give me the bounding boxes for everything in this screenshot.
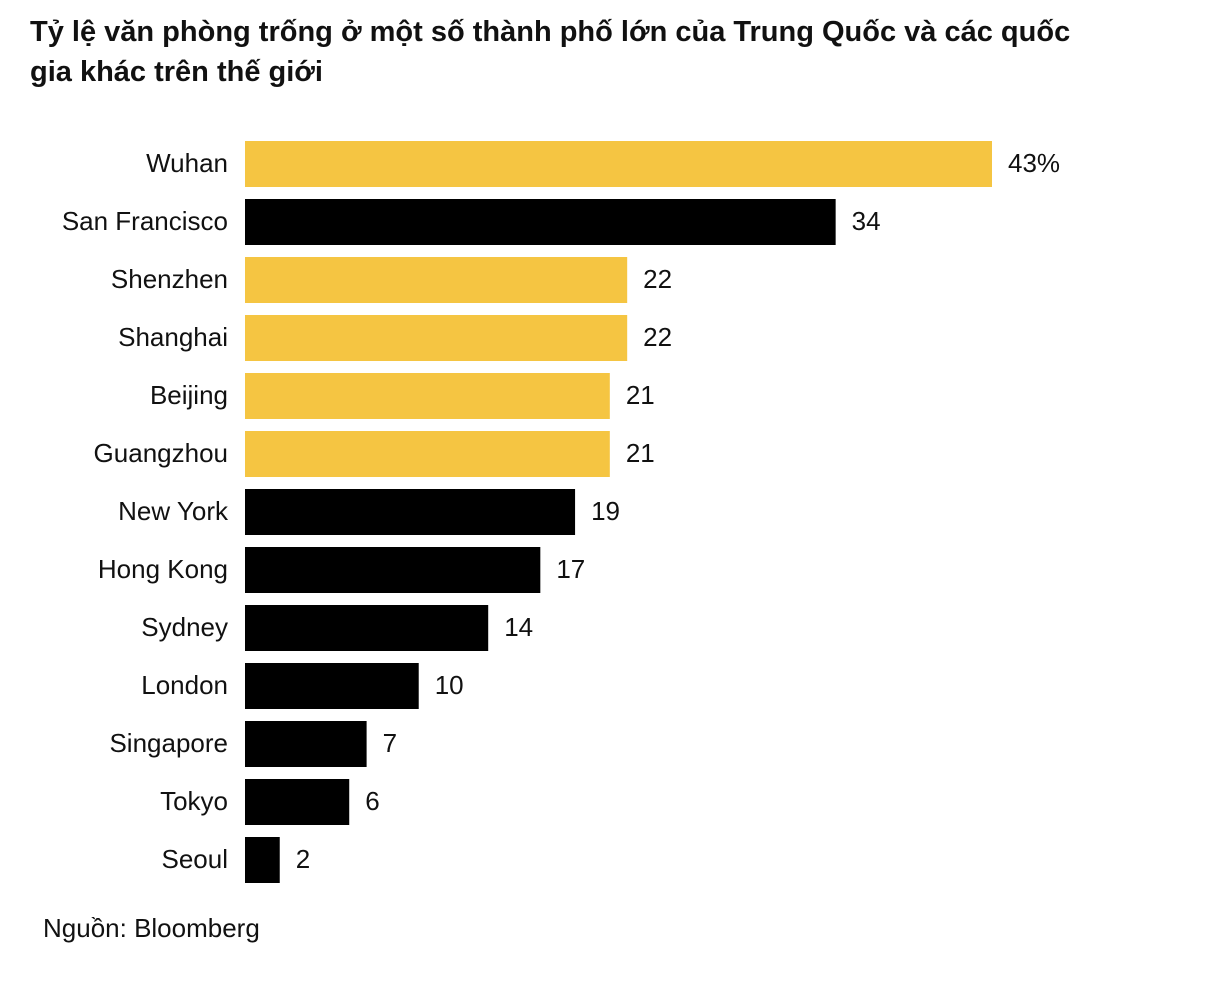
bar <box>245 547 541 593</box>
value-label: 22 <box>643 322 672 352</box>
bar <box>245 721 367 767</box>
bar <box>245 489 576 535</box>
source-note: Nguồn: Bloomberg <box>43 913 260 943</box>
value-label: 19 <box>591 496 620 526</box>
value-label: 10 <box>435 670 464 700</box>
bar <box>245 373 610 419</box>
chart: Wuhan 43% San Francisco 34 Shenzhen 22 Shangha… <box>62 141 1060 883</box>
category-label: Sydney <box>141 612 228 642</box>
bar <box>245 431 610 477</box>
category-label: Beijing <box>150 380 228 410</box>
bar <box>245 605 489 651</box>
value-label: 17 <box>556 554 585 584</box>
value-label: 34 <box>852 206 881 236</box>
category-label: Singapore <box>109 728 228 758</box>
category-label: Guangzhou <box>94 438 228 468</box>
chart-title: Tỷ lệ văn phòng trống ở một số thành phố… <box>30 16 1071 88</box>
category-label: Hong Kong <box>98 554 228 584</box>
category-label: London <box>141 670 228 700</box>
category-label: Shenzhen <box>111 264 228 294</box>
bar <box>245 141 992 187</box>
value-label: 43% <box>1008 148 1060 178</box>
value-label: 21 <box>626 438 655 468</box>
category-label: Seoul <box>162 844 229 874</box>
category-label: Wuhan <box>146 148 228 178</box>
bar <box>245 199 836 245</box>
bar <box>245 257 628 303</box>
bar <box>245 315 628 361</box>
value-label: 21 <box>626 380 655 410</box>
category-label: Tokyo <box>160 786 228 816</box>
value-label: 14 <box>504 612 533 642</box>
value-label: 2 <box>296 844 310 874</box>
value-label: 22 <box>643 264 672 294</box>
category-label: San Francisco <box>62 206 228 236</box>
bar <box>245 779 350 825</box>
bar <box>245 663 419 709</box>
value-label: 6 <box>365 786 379 816</box>
bar <box>245 837 280 883</box>
category-label: Shanghai <box>118 322 228 352</box>
category-label: New York <box>118 496 229 526</box>
value-label: 7 <box>383 728 397 758</box>
